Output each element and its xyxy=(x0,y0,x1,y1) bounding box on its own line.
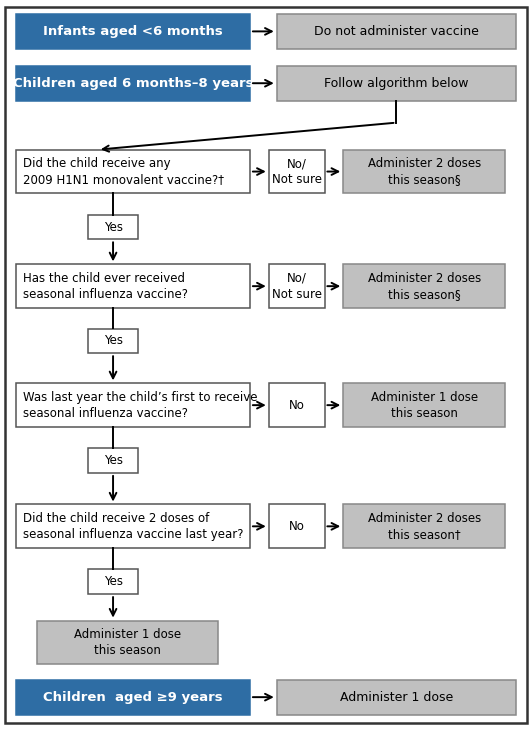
Text: Yes: Yes xyxy=(104,454,122,467)
Text: Children  aged ≥9 years: Children aged ≥9 years xyxy=(43,691,223,704)
Bar xyxy=(88,569,138,594)
Bar xyxy=(16,150,250,193)
Text: Administer 2 doses
this season§: Administer 2 doses this season§ xyxy=(368,157,481,186)
Text: Infants aged <6 months: Infants aged <6 months xyxy=(43,25,223,38)
Bar xyxy=(277,14,516,49)
Text: Administer 1 dose: Administer 1 dose xyxy=(340,691,453,704)
Text: Did the child receive any
2009 H1N1 monovalent vaccine?†: Did the child receive any 2009 H1N1 mono… xyxy=(23,157,224,186)
Text: Did the child receive 2 doses of
seasonal influenza vaccine last year?: Did the child receive 2 doses of seasona… xyxy=(23,512,243,541)
Text: Administer 1 dose
this season: Administer 1 dose this season xyxy=(74,628,181,657)
Bar xyxy=(269,264,325,308)
Bar xyxy=(343,383,505,427)
Text: No: No xyxy=(289,399,304,412)
Bar xyxy=(16,504,250,548)
Text: Administer 2 doses
this season†: Administer 2 doses this season† xyxy=(368,512,481,541)
Bar xyxy=(269,504,325,548)
Text: Was last year the child’s first to receive
seasonal influenza vaccine?: Was last year the child’s first to recei… xyxy=(23,391,257,420)
Text: Follow algorithm below: Follow algorithm below xyxy=(324,77,469,90)
Text: Has the child ever received
seasonal influenza vaccine?: Has the child ever received seasonal inf… xyxy=(23,272,188,301)
Text: Administer 2 doses
this season§: Administer 2 doses this season§ xyxy=(368,272,481,301)
Bar xyxy=(16,14,250,49)
Text: No/
Not sure: No/ Not sure xyxy=(272,272,321,301)
Bar xyxy=(16,264,250,308)
Bar xyxy=(277,66,516,101)
Bar xyxy=(343,150,505,193)
Text: No/
Not sure: No/ Not sure xyxy=(272,157,321,186)
Bar xyxy=(343,264,505,308)
Bar xyxy=(37,620,218,664)
Bar xyxy=(88,215,138,239)
Bar xyxy=(269,150,325,193)
Text: Children aged 6 months–8 years: Children aged 6 months–8 years xyxy=(13,77,253,90)
Text: Yes: Yes xyxy=(104,575,122,588)
Bar xyxy=(88,448,138,473)
Bar xyxy=(343,504,505,548)
Bar xyxy=(277,680,516,715)
Bar xyxy=(269,383,325,427)
Text: Yes: Yes xyxy=(104,220,122,234)
Bar xyxy=(16,680,250,715)
Text: Yes: Yes xyxy=(104,334,122,347)
Bar xyxy=(16,383,250,427)
Text: No: No xyxy=(289,520,304,533)
Bar xyxy=(16,66,250,101)
Bar xyxy=(88,328,138,353)
Text: Do not administer vaccine: Do not administer vaccine xyxy=(314,25,479,38)
Text: Administer 1 dose
this season: Administer 1 dose this season xyxy=(371,391,478,420)
